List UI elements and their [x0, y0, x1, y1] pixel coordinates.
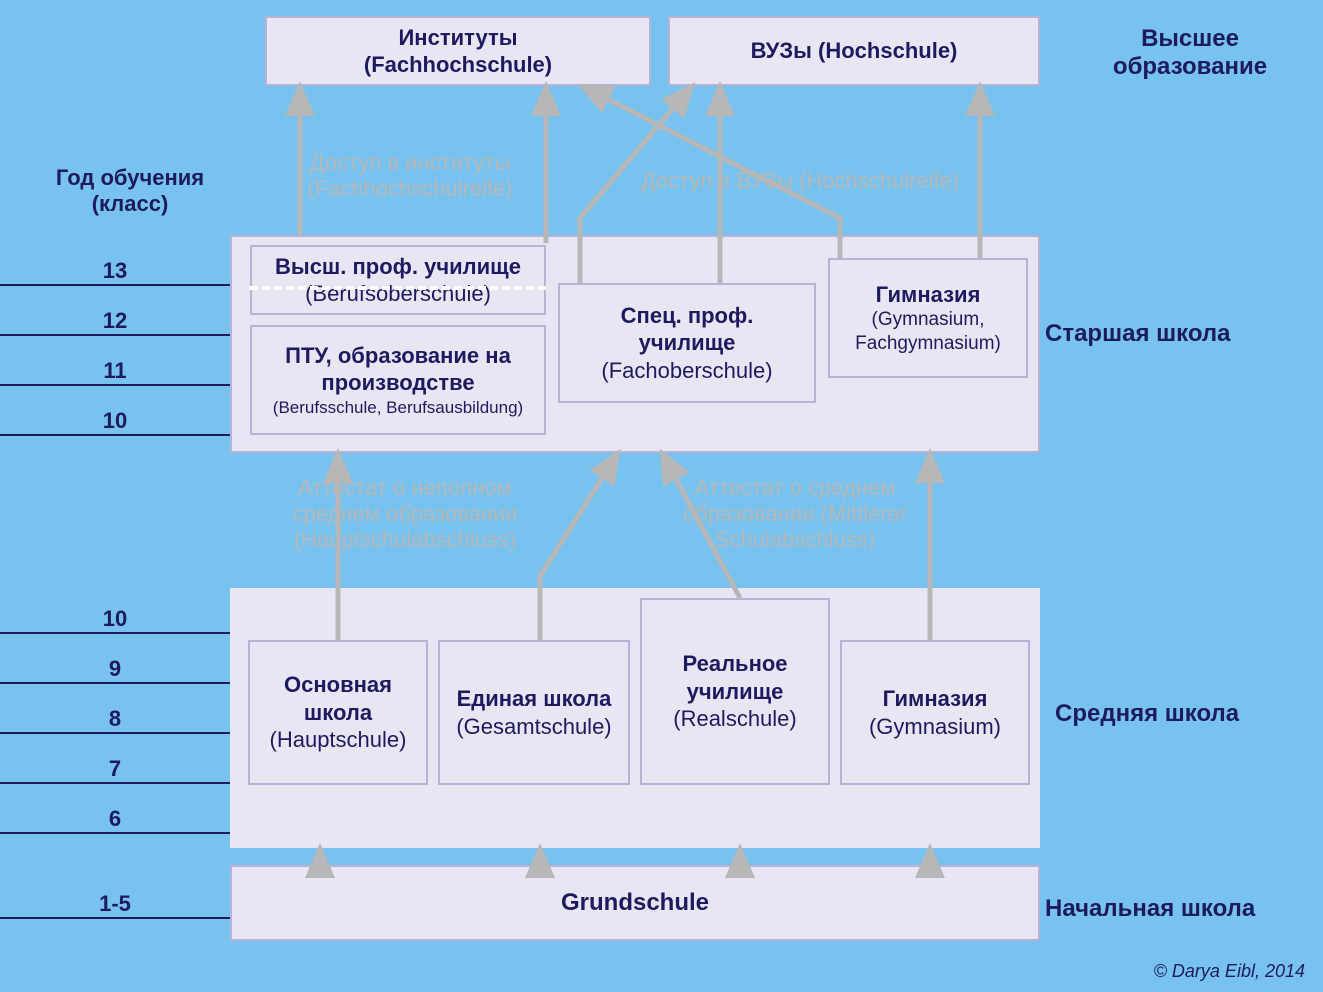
box-gymM-line-0: Гимназия [883, 685, 988, 713]
year-label-6: 6 [0, 806, 230, 832]
year-line-9 [0, 682, 230, 684]
box-real-line-1: училище [687, 678, 784, 706]
section-label-sec-primary: Начальная школа [1045, 895, 1315, 923]
box-fos-line-1: училище [639, 329, 736, 357]
year-line-11 [0, 384, 230, 386]
soft-label-mittl: Аттестат о среднем образовании (Mittlere… [640, 475, 950, 553]
box-bos-line-1: (Berufsoberschule) [305, 280, 491, 308]
box-fh-line-0: Институты [398, 24, 517, 52]
box-bs: ПТУ, образование напроизводстве(Berufssc… [250, 325, 546, 435]
year-line-6 [0, 832, 230, 834]
box-gymM: Гимназия(Gymnasium) [840, 640, 1030, 785]
box-fh-line-1: (Fachhochschule) [364, 51, 552, 79]
section-label-sec-upper: Старшая школа [1045, 320, 1315, 348]
box-hauptS-line-2: (Hauptschule) [270, 726, 407, 754]
year-label-1-5: 1-5 [0, 891, 230, 917]
box-gymU-line-1: (Gymnasium, [872, 308, 985, 332]
box-real: Реальноеучилище(Realschule) [640, 598, 830, 785]
credit-text: © Darya Eibl, 2014 [1154, 961, 1305, 982]
year-axis-header: Год обучения (класс) [30, 165, 230, 217]
year-label-12: 12 [0, 308, 230, 334]
year-line-7 [0, 782, 230, 784]
year-line-12 [0, 334, 230, 336]
box-fh: Институты(Fachhochschule) [265, 16, 651, 86]
box-hauptS: Основнаяшкола(Hauptschule) [248, 640, 428, 785]
box-uni: ВУЗы (Hochschule) [668, 16, 1040, 86]
box-gymU-line-2: Fachgymnasium) [855, 332, 1001, 356]
box-fos-line-0: Спец. проф. [621, 302, 754, 330]
box-gymM-line-1: (Gymnasium) [869, 713, 1001, 741]
box-fos: Спец. проф.училище(Fachoberschule) [558, 283, 816, 403]
year-label-10: 10 [0, 606, 230, 632]
box-gymU: Гимназия(Gymnasium,Fachgymnasium) [828, 258, 1028, 378]
year-line-13 [0, 284, 230, 286]
box-grund-line-0: Grundschule [561, 888, 709, 918]
year-label-8: 8 [0, 706, 230, 732]
year-label-9: 9 [0, 656, 230, 682]
section-label-sec-higher: Высшее образование [1075, 25, 1305, 81]
soft-label-fhreife: Доступ в институты (Fachhochschulreife) [270, 150, 550, 202]
box-gesamt: Единая школа(Gesamtschule) [438, 640, 630, 785]
year-line-10 [0, 632, 230, 634]
box-gymU-line-0: Гимназия [876, 281, 981, 309]
box-bs-line-1: производстве [321, 369, 474, 397]
soft-label-hsreife: Доступ в ВУЗы (Hochschulreife) [570, 168, 1030, 194]
year-line-1-5 [0, 917, 230, 919]
year-label-13: 13 [0, 258, 230, 284]
box-bos: Высш. проф. училище(Berufsoberschule) [250, 245, 546, 315]
dashed-separator [250, 286, 546, 290]
box-real-line-2: (Realschule) [673, 705, 797, 733]
box-bs-line-2: (Berufsschule, Berufsausbildung) [273, 397, 523, 418]
box-gesamt-line-0: Единая школа [457, 685, 612, 713]
box-uni-line-0: ВУЗы (Hochschule) [751, 37, 958, 65]
year-label-10: 10 [0, 408, 230, 434]
year-label-7: 7 [0, 756, 230, 782]
box-fos-line-2: (Fachoberschule) [601, 357, 772, 385]
year-label-11: 11 [0, 358, 230, 384]
box-bs-line-0: ПТУ, образование на [285, 342, 511, 370]
box-bos-line-0: Высш. проф. училище [275, 253, 521, 281]
box-gesamt-line-1: (Gesamtschule) [456, 713, 611, 741]
soft-label-haupt: Аттестат о неполном среднем образовании … [250, 475, 560, 553]
section-label-sec-middle: Средняя школа [1055, 700, 1315, 728]
box-hauptS-line-0: Основная [284, 671, 392, 699]
year-line-10 [0, 434, 230, 436]
year-line-8 [0, 732, 230, 734]
box-real-line-0: Реальное [682, 650, 787, 678]
box-grund: Grundschule [230, 865, 1040, 941]
box-hauptS-line-1: школа [304, 699, 372, 727]
